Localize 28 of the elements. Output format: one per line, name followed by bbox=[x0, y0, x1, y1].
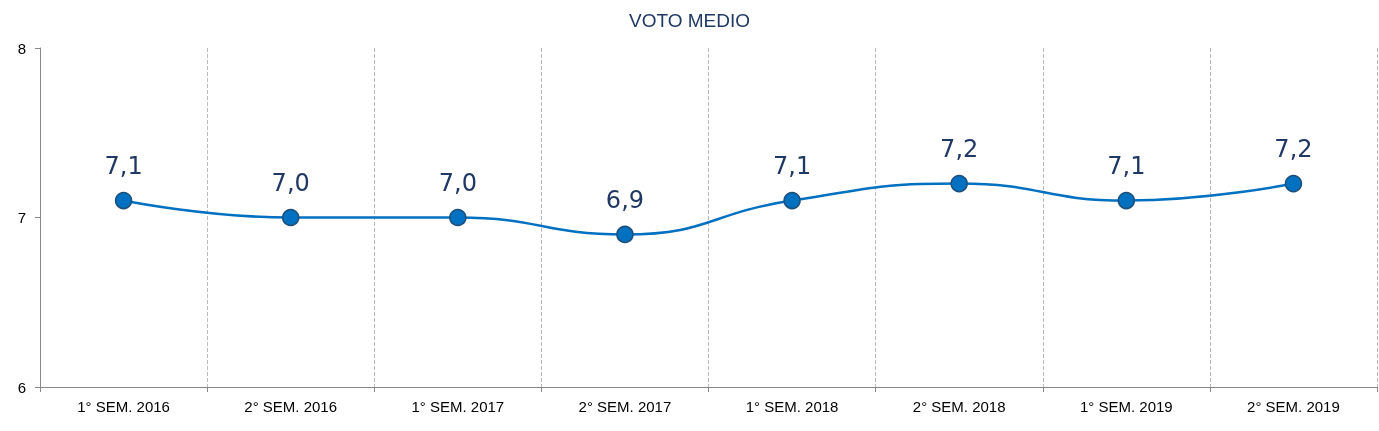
x-tick-label: 2° SEM. 2017 bbox=[578, 398, 672, 415]
x-tick-label: 2° SEM. 2016 bbox=[244, 398, 338, 415]
chart-title: VOTO MEDIO bbox=[628, 10, 751, 31]
point bbox=[281, 208, 300, 227]
data-label: 7,2 bbox=[940, 134, 979, 163]
x-tick-label: 2° SEM. 2019 bbox=[1247, 398, 1340, 415]
x-tick-label: 1° SEM. 2018 bbox=[745, 398, 839, 415]
point bbox=[783, 191, 801, 210]
x-tick-label: 1° SEM. 2016 bbox=[77, 398, 170, 415]
point bbox=[950, 174, 968, 193]
y-tick-label: 8 bbox=[17, 39, 26, 57]
data-label: 6,9 bbox=[605, 185, 645, 214]
point bbox=[449, 208, 467, 227]
point bbox=[616, 225, 634, 244]
data-label: 7,1 bbox=[772, 151, 812, 180]
y-tick-label: 6 bbox=[17, 378, 26, 396]
point bbox=[114, 191, 133, 210]
x-tick-label: 1° SEM. 2017 bbox=[411, 398, 505, 415]
data-label: 7,1 bbox=[1107, 151, 1146, 180]
point bbox=[1284, 174, 1303, 193]
x-tick-label: 1° SEM. 2019 bbox=[1079, 398, 1173, 415]
data-label: 7,0 bbox=[271, 168, 310, 197]
data-label: 7,1 bbox=[104, 151, 143, 180]
data-label: 7,0 bbox=[438, 168, 477, 197]
x-tick-label: 2° SEM. 2018 bbox=[912, 398, 1006, 415]
y-tick-label: 7 bbox=[17, 209, 26, 226]
data-label: 7,2 bbox=[1274, 134, 1313, 163]
point bbox=[1117, 191, 1136, 210]
